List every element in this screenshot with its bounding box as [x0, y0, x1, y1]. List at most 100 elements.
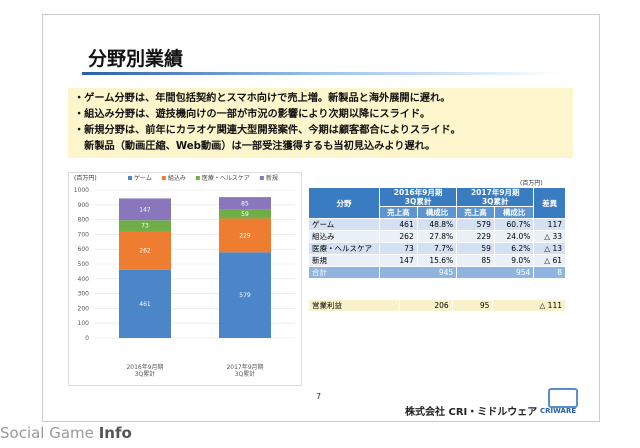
cell: 206: [399, 299, 453, 312]
cell: 医療・ヘルスケア: [308, 242, 380, 255]
subheader-cell: 売上高: [456, 206, 495, 219]
bar-segment: [119, 198, 171, 221]
bullet: ・ゲーム分野は、年間包括契約とスマホ向けで売上増。新製品と海外展開に遅れ。: [74, 93, 451, 104]
cell: 73: [379, 242, 418, 255]
x-tick-label: 2017年9月期 3Q累計: [226, 364, 264, 378]
subheader-row: 売上高 構成比 売上高 構成比: [309, 206, 566, 219]
cell: 95: [451, 299, 494, 312]
header-cell: 差異: [533, 187, 566, 219]
cell: △ 61: [533, 254, 566, 267]
logo-icon: [548, 388, 578, 408]
table-unit: (百万円): [520, 180, 543, 187]
y-tick-label: 300: [78, 291, 90, 298]
data-label: 461: [139, 301, 151, 308]
data-label: 59: [241, 211, 249, 218]
data-label: 579: [239, 292, 251, 299]
cell: △ 33: [533, 230, 566, 243]
cell: 85: [456, 254, 495, 267]
cell: 8: [533, 266, 566, 279]
cell: △ 13: [533, 242, 566, 255]
cell: 15.6%: [416, 254, 458, 267]
x-tick-label: 2016年9月期 3Q累計: [126, 364, 164, 378]
cell: 合計: [308, 266, 380, 279]
cell: 48.8%: [416, 218, 458, 231]
bar-segment: [119, 230, 171, 270]
bar-segment: [219, 218, 271, 253]
data-row: ゲーム 461 48.8% 579 60.7% 117: [308, 218, 566, 231]
y-tick-label: 200: [78, 305, 90, 312]
cell: 9.0%: [493, 254, 535, 267]
legend-swatch: [195, 176, 200, 180]
data-label: 262: [139, 247, 151, 254]
data-label: 73: [141, 223, 149, 230]
cell: 6.2%: [493, 242, 535, 255]
y-tick-label: 1000: [74, 187, 89, 194]
title-underline: [82, 72, 562, 75]
page-number: 7: [316, 392, 322, 401]
cell: 27.8%: [416, 230, 458, 243]
subheader-cell: 構成比: [493, 206, 535, 219]
company: 株式会社 CRI・ミドルウェア: [405, 407, 538, 418]
legend-label: 組込み: [168, 174, 186, 182]
y-tick-label: 400: [78, 276, 90, 283]
cell: 7.7%: [416, 242, 458, 255]
y-tick-label: 0: [85, 335, 89, 342]
cell: 60.7%: [493, 218, 535, 231]
bullet: 新製品（動画圧縮、Web動画）は一部受注獲得するも当初見込みより遅れ。: [74, 141, 436, 152]
total-row: 合計 945 954 8: [308, 266, 566, 279]
logo: CRIWARE: [540, 407, 577, 415]
bar-segment: [219, 209, 271, 219]
slide-title: 分野別業績: [88, 48, 184, 70]
data-row: 医療・ヘルスケア 73 7.7% 59 6.2% △ 13: [308, 242, 566, 255]
bar-segment: [119, 269, 171, 338]
watermark: Social Game Info: [0, 424, 132, 442]
y-tick-label: 900: [78, 202, 90, 209]
legend-label: ゲーム: [134, 174, 152, 182]
cell: 579: [456, 218, 495, 231]
cell: ゲーム: [308, 218, 380, 231]
cell: 117: [533, 218, 566, 231]
legend-swatch: [128, 176, 132, 180]
cell: 新規: [308, 254, 380, 267]
cell: 組込み: [308, 230, 380, 243]
y-tick-label: 600: [78, 246, 90, 253]
cell: 945: [378, 266, 458, 279]
bullet: ・組込み分野は、遊技機向けの一部が市況の影響により次期以降にスライド。: [74, 109, 431, 120]
legend-label: 医療・ヘルスケア: [202, 174, 250, 182]
bar-segment: [219, 252, 271, 338]
bullet-box: ・ゲーム分野は、年間包括契約とスマホ向けで売上増。新製品と海外展開に遅れ。 ・組込…: [68, 88, 573, 158]
header-cell: 2017年9月期 3Q累計: [456, 187, 535, 207]
data-label: 85: [241, 200, 249, 207]
bullet: ・新規分野は、前年にカラオケ関連大型開発案件、今期は顧客都合によりスライド。: [74, 125, 461, 136]
cell: 461: [379, 218, 418, 231]
legend-label: 新規: [266, 174, 278, 182]
cell: 262: [379, 230, 418, 243]
subheader-cell: 売上高: [379, 206, 418, 219]
legend-swatch: [161, 176, 166, 180]
data-table: 分野 2016年9月期 3Q累計 2017年9月期 3Q累計 差異 売上高 構成比 売上高構…: [308, 187, 566, 279]
cell: 147: [379, 254, 418, 267]
header-cell: 2016年9月期 3Q累計: [378, 187, 458, 207]
cell: 954: [456, 266, 535, 279]
y-tick-label: 700: [78, 231, 90, 238]
data-row: 組込み 262 27.8% 229 24.0% △ 33: [308, 230, 566, 243]
y-tick-label: 800: [78, 217, 90, 224]
watermark-text: Social Game: [0, 424, 94, 442]
data-label: 229: [239, 232, 251, 239]
header-cell: 分野: [308, 187, 380, 219]
data-label: 147: [139, 206, 151, 213]
profit-table: 営業利益 206 95 △ 111: [307, 299, 566, 312]
cell: △ 111: [492, 299, 566, 312]
y-tick-label: 500: [78, 261, 90, 268]
cell: 59: [456, 242, 495, 255]
watermark-bold: Info: [98, 424, 132, 442]
cell: 営業利益: [307, 299, 401, 312]
profit-row: 営業利益 206 95 △ 111: [307, 299, 566, 312]
bar-segment: [219, 197, 271, 210]
chart-frame: [68, 172, 302, 386]
data-row: 新規 147 15.6% 85 9.0% △ 61: [308, 254, 566, 267]
cell: 24.0%: [493, 230, 535, 243]
unit-label: (百万円): [74, 175, 97, 182]
